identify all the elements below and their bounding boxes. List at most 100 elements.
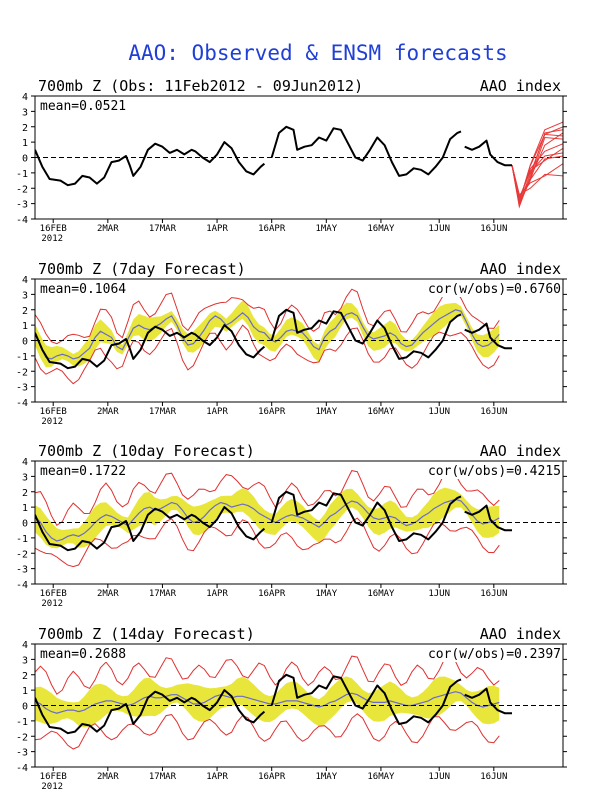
cor-label: cor(w/obs)=0.6760 — [428, 282, 561, 297]
forecast-member-line — [511, 133, 563, 203]
ensemble-spread-band — [35, 300, 500, 368]
y-tick-label: -1 — [16, 352, 28, 363]
y-tick-label: -4 — [16, 398, 28, 409]
y-tick-label: 2 — [22, 488, 28, 499]
mean-label: mean=0.1064 — [40, 282, 126, 297]
x-tick-label: 16MAY — [367, 224, 395, 234]
observed-line — [464, 322, 512, 350]
y-tick-label: 2 — [22, 306, 28, 317]
x-tick-label: 2MAR — [97, 772, 119, 782]
y-tick-label: 2 — [22, 123, 28, 134]
panel-title: 700mb Z (7day Forecast) — [38, 260, 246, 278]
cor-label-bg — [411, 463, 561, 479]
x-tick-label: 1MAY — [315, 772, 337, 782]
x-tick-label: 17MAR — [149, 224, 177, 234]
panel-right-label: AAO index — [480, 260, 561, 278]
mean-label: mean=0.2688 — [40, 647, 126, 662]
y-tick-label: -1 — [16, 169, 28, 180]
x-tick-label: 1MAY — [315, 589, 337, 599]
y-tick-label: 3 — [22, 655, 28, 666]
x-tick-label: 1APR — [206, 589, 228, 599]
y-tick-label: 0 — [22, 154, 28, 165]
y-tick-label: -3 — [16, 383, 28, 394]
plot-area — [35, 287, 563, 385]
observed-line — [35, 689, 266, 735]
y-tick-label: -1 — [16, 534, 28, 545]
y-tick-label: -2 — [16, 184, 28, 195]
plot-area — [35, 121, 563, 209]
y-tick-label: 4 — [22, 275, 28, 286]
y-tick-label: 0 — [22, 337, 28, 348]
x-tick-label: 2MAR — [97, 589, 119, 599]
x-tick-label: 16JUN — [480, 407, 507, 417]
x-tick-label: 17MAR — [149, 407, 177, 417]
observed-line — [35, 141, 266, 187]
cor-label-bg — [411, 646, 561, 662]
x-tick-label: 16JUN — [480, 589, 507, 599]
panel-2: 700mb Z (7day Forecast) AAO index -4 -3 -2 -1… — [16, 260, 567, 427]
y-tick-label: -3 — [16, 200, 28, 211]
panel-right-label: AAO index — [480, 442, 561, 460]
x-tick-label: 16JUN — [480, 224, 507, 234]
cor-label: cor(w/obs)=0.4215 — [428, 464, 561, 479]
y-tick-label: -4 — [16, 215, 28, 226]
forecast-member-line — [511, 143, 563, 203]
panel-3: 700mb Z (10day Forecast) AAO index -4 -3 -2 -… — [16, 442, 567, 609]
x-tick-label: 16MAY — [367, 772, 395, 782]
panel-4: 700mb Z (14day Forecast) AAO index -4 -3 -2 -… — [16, 625, 567, 792]
observed-line — [464, 504, 512, 532]
x-tick-label: 1JUN — [428, 407, 450, 417]
panel-title: 700mb Z (10day Forecast) — [38, 442, 255, 460]
x-tick-label: 16MAY — [367, 589, 395, 599]
x-tick-label: 1JUN — [428, 772, 450, 782]
x-tick-label: 1JUN — [428, 224, 450, 234]
ensemble-min-line — [35, 713, 500, 750]
ensemble-min-line — [35, 324, 500, 385]
y-tick-label: 1 — [22, 138, 28, 149]
ensemble-spread-band — [35, 676, 500, 728]
panel-title: 700mb Z (14day Forecast) — [38, 625, 255, 643]
plot-area — [35, 654, 563, 750]
ensemble-mean-line — [35, 309, 500, 360]
observed-line — [270, 490, 462, 542]
x-tick-label: 17MAR — [149, 772, 177, 782]
ensemble-mean-line — [35, 691, 500, 714]
ensemble-min-line — [35, 517, 500, 568]
x-tick-label: 16FEB — [40, 407, 67, 417]
mean-label-bg — [37, 98, 153, 114]
x-tick-label: 1JUN — [428, 589, 450, 599]
observed-line — [35, 506, 266, 552]
x-tick-label: 1MAY — [315, 407, 337, 417]
y-tick-label: 1 — [22, 503, 28, 514]
figure-title: AAO: Observed & ENSM forecasts — [128, 41, 507, 65]
observed-line — [464, 139, 512, 167]
mean-label-bg — [37, 463, 153, 479]
observed-line — [270, 125, 462, 177]
y-tick-label: -3 — [16, 565, 28, 576]
x-tick-year-label: 2012 — [41, 234, 63, 244]
ensemble-max-line — [35, 287, 500, 345]
x-tick-label: 16MAY — [367, 407, 395, 417]
panel-title: 700mb Z (Obs: 11Feb2012 - 09Jun2012) — [38, 77, 363, 95]
y-tick-label: 4 — [22, 640, 28, 651]
x-tick-label: 17MAR — [149, 589, 177, 599]
observed-line — [270, 673, 462, 725]
panel-right-label: AAO index — [480, 77, 561, 95]
panel-right-label: AAO index — [480, 625, 561, 643]
mean-label: mean=0.1722 — [40, 464, 126, 479]
y-tick-label: -4 — [16, 580, 28, 591]
x-tick-label: 16JUN — [480, 772, 507, 782]
x-tick-label: 16APR — [258, 772, 286, 782]
y-tick-label: -4 — [16, 763, 28, 774]
y-tick-label: 0 — [22, 519, 28, 530]
ensemble-mean-line — [35, 498, 500, 542]
y-tick-label: 4 — [22, 92, 28, 103]
y-tick-label: -1 — [16, 717, 28, 728]
forecast-member-line — [511, 155, 563, 199]
y-tick-label: -2 — [16, 367, 28, 378]
y-tick-label: -3 — [16, 748, 28, 759]
y-tick-label: 1 — [22, 321, 28, 332]
y-tick-label: 3 — [22, 107, 28, 118]
